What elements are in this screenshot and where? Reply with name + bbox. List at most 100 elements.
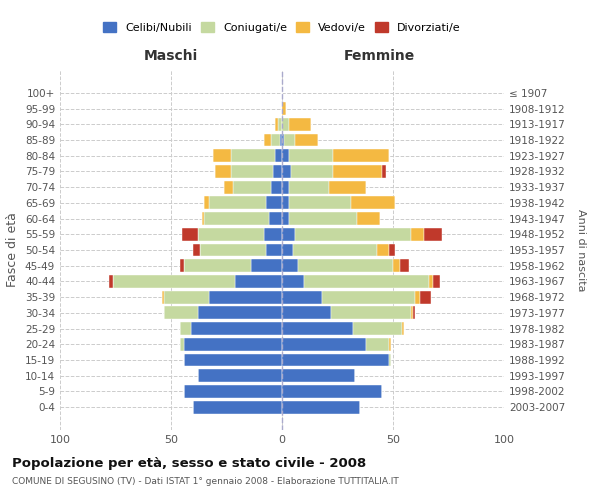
- Bar: [109, 275, 113, 288]
- Bar: [295, 134, 317, 146]
- Bar: [202, 212, 204, 225]
- Bar: [184, 354, 282, 366]
- Bar: [269, 212, 282, 225]
- Bar: [231, 149, 275, 162]
- Y-axis label: Anni di nascita: Anni di nascita: [577, 209, 586, 291]
- Bar: [282, 306, 331, 320]
- Bar: [322, 290, 415, 304]
- Bar: [266, 196, 282, 209]
- Bar: [367, 338, 389, 351]
- Bar: [353, 322, 402, 335]
- Text: Maschi: Maschi: [144, 49, 198, 63]
- Bar: [389, 354, 391, 366]
- Bar: [282, 322, 353, 335]
- Bar: [289, 196, 351, 209]
- Bar: [275, 149, 282, 162]
- Bar: [282, 260, 298, 272]
- Bar: [271, 180, 282, 194]
- Bar: [162, 290, 164, 304]
- Bar: [271, 134, 280, 146]
- Bar: [291, 165, 333, 178]
- Bar: [393, 260, 400, 272]
- Bar: [284, 134, 295, 146]
- Bar: [180, 338, 184, 351]
- Bar: [282, 275, 304, 288]
- Bar: [280, 134, 282, 146]
- Bar: [282, 196, 289, 209]
- Bar: [282, 102, 286, 115]
- Bar: [333, 149, 389, 162]
- Text: Popolazione per età, sesso e stato civile - 2008: Popolazione per età, sesso e stato civil…: [12, 458, 366, 470]
- Bar: [273, 165, 282, 178]
- Bar: [164, 306, 197, 320]
- Bar: [264, 134, 271, 146]
- Bar: [235, 275, 282, 288]
- Bar: [204, 196, 209, 209]
- Bar: [411, 306, 413, 320]
- Bar: [282, 244, 293, 256]
- Y-axis label: Fasce di età: Fasce di età: [7, 212, 19, 288]
- Bar: [282, 165, 291, 178]
- Bar: [197, 306, 282, 320]
- Bar: [209, 196, 266, 209]
- Bar: [331, 306, 411, 320]
- Bar: [275, 118, 278, 130]
- Bar: [289, 149, 333, 162]
- Bar: [184, 338, 282, 351]
- Bar: [264, 228, 282, 240]
- Bar: [200, 244, 266, 256]
- Bar: [282, 149, 289, 162]
- Bar: [402, 322, 404, 335]
- Bar: [184, 260, 251, 272]
- Bar: [193, 400, 282, 413]
- Bar: [282, 400, 360, 413]
- Bar: [289, 180, 329, 194]
- Bar: [191, 322, 282, 335]
- Bar: [182, 228, 197, 240]
- Bar: [289, 212, 358, 225]
- Bar: [433, 275, 440, 288]
- Bar: [233, 180, 271, 194]
- Bar: [224, 180, 233, 194]
- Bar: [358, 212, 380, 225]
- Bar: [113, 275, 235, 288]
- Bar: [282, 370, 355, 382]
- Bar: [204, 212, 269, 225]
- Legend: Celibi/Nubili, Coniugati/e, Vedovi/e, Divorziati/e: Celibi/Nubili, Coniugati/e, Vedovi/e, Di…: [99, 18, 465, 38]
- Bar: [282, 212, 289, 225]
- Bar: [333, 165, 382, 178]
- Bar: [382, 165, 386, 178]
- Bar: [282, 118, 289, 130]
- Bar: [289, 118, 311, 130]
- Bar: [180, 260, 184, 272]
- Bar: [197, 370, 282, 382]
- Bar: [251, 260, 282, 272]
- Bar: [282, 228, 295, 240]
- Bar: [231, 165, 273, 178]
- Bar: [282, 290, 322, 304]
- Bar: [215, 165, 231, 178]
- Bar: [293, 244, 377, 256]
- Bar: [411, 228, 424, 240]
- Bar: [180, 322, 191, 335]
- Bar: [389, 244, 395, 256]
- Bar: [184, 385, 282, 398]
- Bar: [428, 275, 433, 288]
- Bar: [282, 354, 389, 366]
- Bar: [278, 118, 282, 130]
- Bar: [266, 244, 282, 256]
- Text: Femmine: Femmine: [344, 49, 415, 63]
- Bar: [400, 260, 409, 272]
- Bar: [164, 290, 209, 304]
- Bar: [197, 228, 264, 240]
- Bar: [295, 228, 411, 240]
- Bar: [329, 180, 367, 194]
- Bar: [282, 385, 382, 398]
- Bar: [282, 180, 289, 194]
- Bar: [193, 244, 200, 256]
- Bar: [377, 244, 389, 256]
- Bar: [424, 228, 442, 240]
- Bar: [389, 338, 391, 351]
- Bar: [351, 196, 395, 209]
- Bar: [282, 338, 367, 351]
